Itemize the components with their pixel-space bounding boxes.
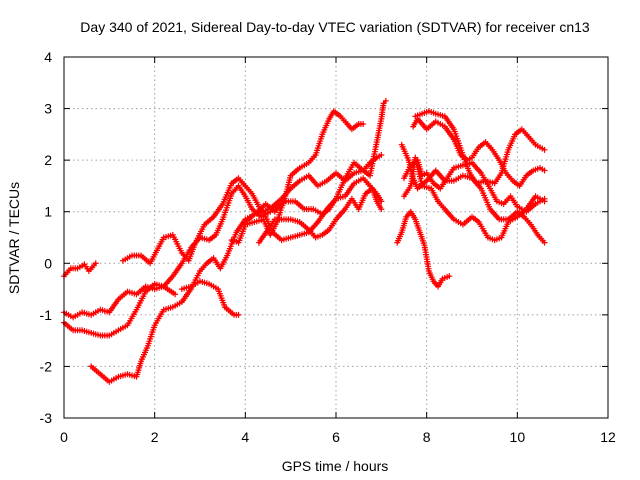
series-trace <box>402 156 546 242</box>
data-point-marker <box>541 239 548 246</box>
y-tick-label: 1 <box>44 204 52 220</box>
y-tick-label: 0 <box>44 255 52 271</box>
chart-title: Day 340 of 2021, Sidereal Day-to-day VTE… <box>80 19 590 35</box>
y-tick-label: -2 <box>40 358 53 374</box>
x-tick-label: 4 <box>241 429 249 445</box>
satellite-track-10 <box>398 141 548 246</box>
x-tick-label: 6 <box>332 429 340 445</box>
data-point-marker <box>92 260 99 267</box>
data-point-marker <box>235 311 242 318</box>
x-tick-label: 0 <box>60 429 68 445</box>
satellite-track-7 <box>228 108 367 246</box>
plot-frame <box>63 56 609 419</box>
y-tick-label: -3 <box>40 410 53 426</box>
y-tick-label: -1 <box>40 307 53 323</box>
data-point-marker <box>378 151 385 158</box>
y-tick-label: 2 <box>44 152 52 168</box>
data-point-marker <box>541 198 548 205</box>
data-point-marker <box>541 167 548 174</box>
satellite-track-13 <box>401 154 548 244</box>
satellite-track-12 <box>394 208 453 290</box>
data-point-marker <box>172 291 179 298</box>
satellite-track-9 <box>255 185 385 246</box>
satellite-track-8 <box>242 97 389 225</box>
data-point-marker <box>378 206 385 213</box>
x-tick-label: 12 <box>600 429 616 445</box>
data-point-marker <box>446 273 453 280</box>
x-tick-label: 2 <box>151 429 159 445</box>
satellite-track-2 <box>61 283 179 321</box>
y-axis-title: SDTVAR / TECUs <box>6 182 22 294</box>
satellite-track-15 <box>410 115 548 189</box>
data-point-marker <box>382 97 389 104</box>
satellite-track-6 <box>178 278 242 318</box>
satellite-track-1 <box>61 260 99 280</box>
y-tick-label: 3 <box>44 101 52 117</box>
x-tick-label: 8 <box>423 429 431 445</box>
grid <box>64 57 608 418</box>
data-series <box>61 97 548 385</box>
data-point-marker <box>360 121 367 128</box>
data-point-marker <box>541 146 548 153</box>
series-trace <box>400 143 546 244</box>
y-tick-label: 4 <box>44 49 52 65</box>
satellite-track-3 <box>61 182 281 339</box>
x-tick-label: 10 <box>510 429 526 445</box>
x-axis-title: GPS time / hours <box>282 458 389 474</box>
